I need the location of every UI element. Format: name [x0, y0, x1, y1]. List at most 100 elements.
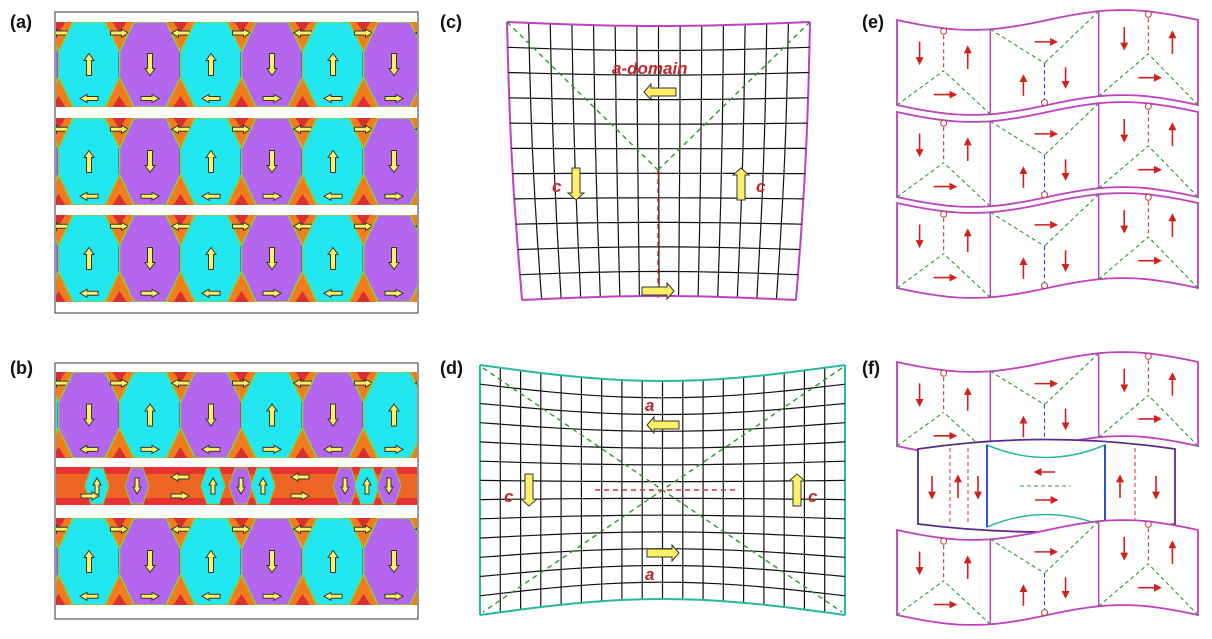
node [1040, 282, 1048, 290]
yellow-arrow [384, 591, 405, 602]
red-tip [418, 447, 432, 458]
wavy-strip [896, 192, 1199, 299]
panel-label: (b) [10, 358, 33, 378]
yellow-arrow [327, 549, 339, 573]
yellow-arrow [450, 151, 460, 173]
yellow-arrow [262, 191, 283, 202]
yellow-arrow [110, 524, 130, 535]
dashed-line [990, 211, 1045, 247]
yellow-arrow [731, 167, 751, 201]
yellow-arrow [83, 549, 95, 573]
yellow-arrow [446, 95, 464, 103]
hex-domain [56, 395, 60, 435]
red-tip [56, 194, 66, 205]
strip-outline [896, 519, 1199, 626]
yellow-arrow [262, 444, 283, 455]
dashed-line [943, 580, 991, 625]
hex-domain [56, 541, 60, 582]
yellow-arrow [23, 404, 33, 426]
yellow-arrow [78, 191, 99, 202]
yellow-arrow [292, 524, 312, 535]
red-tip [418, 372, 432, 383]
dashed-line [1098, 53, 1149, 97]
yellow-arrow [446, 192, 464, 200]
yellow-arrow [110, 221, 130, 232]
yellow-arrow [262, 93, 283, 104]
grid-row [479, 497, 846, 501]
red-tip [173, 194, 188, 205]
node [1040, 99, 1048, 107]
red-tip [173, 215, 188, 226]
yellow-arrow [354, 221, 374, 232]
grid-row [479, 581, 846, 597]
yellow-arrow [362, 476, 372, 495]
yellow-arrow [140, 288, 161, 299]
panel-label: (f) [862, 358, 880, 378]
panel-label: (c) [440, 12, 462, 32]
yellow-arrow [266, 150, 278, 174]
node [1144, 520, 1152, 528]
node [1144, 10, 1152, 18]
yellow-arrow [519, 473, 539, 507]
node [1144, 193, 1152, 201]
dashed-line [943, 70, 991, 115]
yellow-arrow [232, 124, 252, 135]
grid-column [657, 26, 660, 296]
yellow-arrow [144, 550, 156, 574]
yellow-arrow [170, 28, 190, 38]
yellow-arrow [446, 592, 464, 600]
narrow-strip [917, 438, 1176, 533]
red-tip [173, 118, 188, 129]
red-tip [112, 594, 127, 605]
yellow-arrow [414, 224, 417, 228]
grid-row [508, 71, 809, 76]
red-tip [173, 22, 188, 33]
grid-row [517, 246, 800, 251]
red-tip [418, 118, 432, 129]
yellow-arrow [205, 149, 217, 173]
dashed-line [896, 162, 944, 198]
node [940, 119, 948, 127]
dashed-line [896, 253, 944, 289]
grid-column [528, 22, 543, 300]
red-tip [173, 594, 188, 605]
red-tip [112, 518, 127, 529]
yellow-arrow [266, 550, 278, 574]
yellow-arrow [205, 52, 217, 76]
yellow-arrow [384, 444, 405, 455]
yellow-arrow [340, 477, 350, 496]
yellow-arrow [23, 151, 33, 173]
grid-column [677, 25, 681, 297]
grid-row [521, 295, 797, 301]
hex-domain [425, 22, 486, 107]
node [1040, 191, 1048, 199]
node [940, 27, 948, 35]
red-tip [356, 194, 371, 205]
red-tip [356, 215, 371, 226]
grid-row [479, 479, 846, 483]
yellow-arrow [19, 445, 37, 453]
red-tip [295, 372, 310, 383]
red-tip [112, 194, 127, 205]
grid-row [479, 514, 846, 520]
grid-column [571, 24, 582, 298]
hex-domain [425, 372, 486, 458]
yellow-arrow [414, 527, 417, 531]
wavy-strip [896, 101, 1199, 208]
node [940, 537, 948, 545]
yellow-arrow [388, 403, 400, 427]
red-tip [418, 594, 432, 605]
red-tip [479, 194, 493, 205]
red-tip [356, 518, 371, 529]
red-tip [418, 96, 432, 107]
yellow-arrow [384, 191, 405, 202]
yellow-arrow [327, 52, 339, 76]
node [940, 210, 948, 218]
dashed-line [990, 538, 1045, 574]
yellow-arrow [19, 95, 37, 103]
yellow-arrow [205, 403, 217, 427]
red-tip [295, 194, 310, 205]
annotation: c [756, 177, 766, 196]
yellow-arrow [92, 476, 102, 495]
yellow-arrow [19, 192, 37, 200]
